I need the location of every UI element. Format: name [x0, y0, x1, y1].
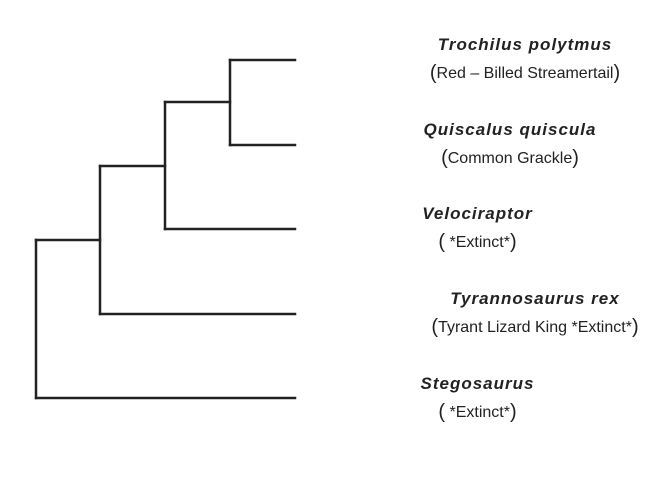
- common-name: Red – Billed Streamertail: [436, 65, 614, 82]
- scientific-name: Trochilus polytmus: [437, 35, 613, 54]
- common-name-group: (Tyrant Lizard King *Extinct*): [431, 316, 639, 338]
- common-name-group: (Common Grackle): [441, 147, 579, 169]
- taxon-label-quiscalus: Quiscalus quiscula (Common Grackle): [410, 120, 610, 169]
- common-name: *Extinct*: [445, 234, 510, 251]
- common-name: Tyrant Lizard King *Extinct*: [438, 319, 632, 336]
- taxon-label-tyrannosaurus: Tyrannosaurus rex (Tyrant Lizard King *E…: [410, 289, 660, 338]
- taxon-label-velociraptor: Velociraptor ( *Extinct*): [410, 204, 545, 253]
- common-name-group: (Red – Billed Streamertail): [429, 62, 621, 84]
- taxon-label-stegosaurus: Stegosaurus ( *Extinct*): [410, 374, 545, 423]
- common-name-group: ( *Extinct*): [438, 401, 517, 423]
- scientific-name: Tyrannosaurus rex: [450, 289, 620, 308]
- taxon-label-trochilus: Trochilus polytmus (Red – Billed Streame…: [410, 35, 640, 84]
- common-name: *Extinct*: [445, 404, 510, 421]
- scientific-name: Quiscalus quiscula: [423, 120, 597, 139]
- scientific-name: Stegosaurus: [420, 374, 535, 393]
- common-name-group: ( *Extinct*): [438, 231, 517, 253]
- scientific-name: Velociraptor: [422, 204, 533, 223]
- common-name: Common Grackle: [447, 150, 573, 167]
